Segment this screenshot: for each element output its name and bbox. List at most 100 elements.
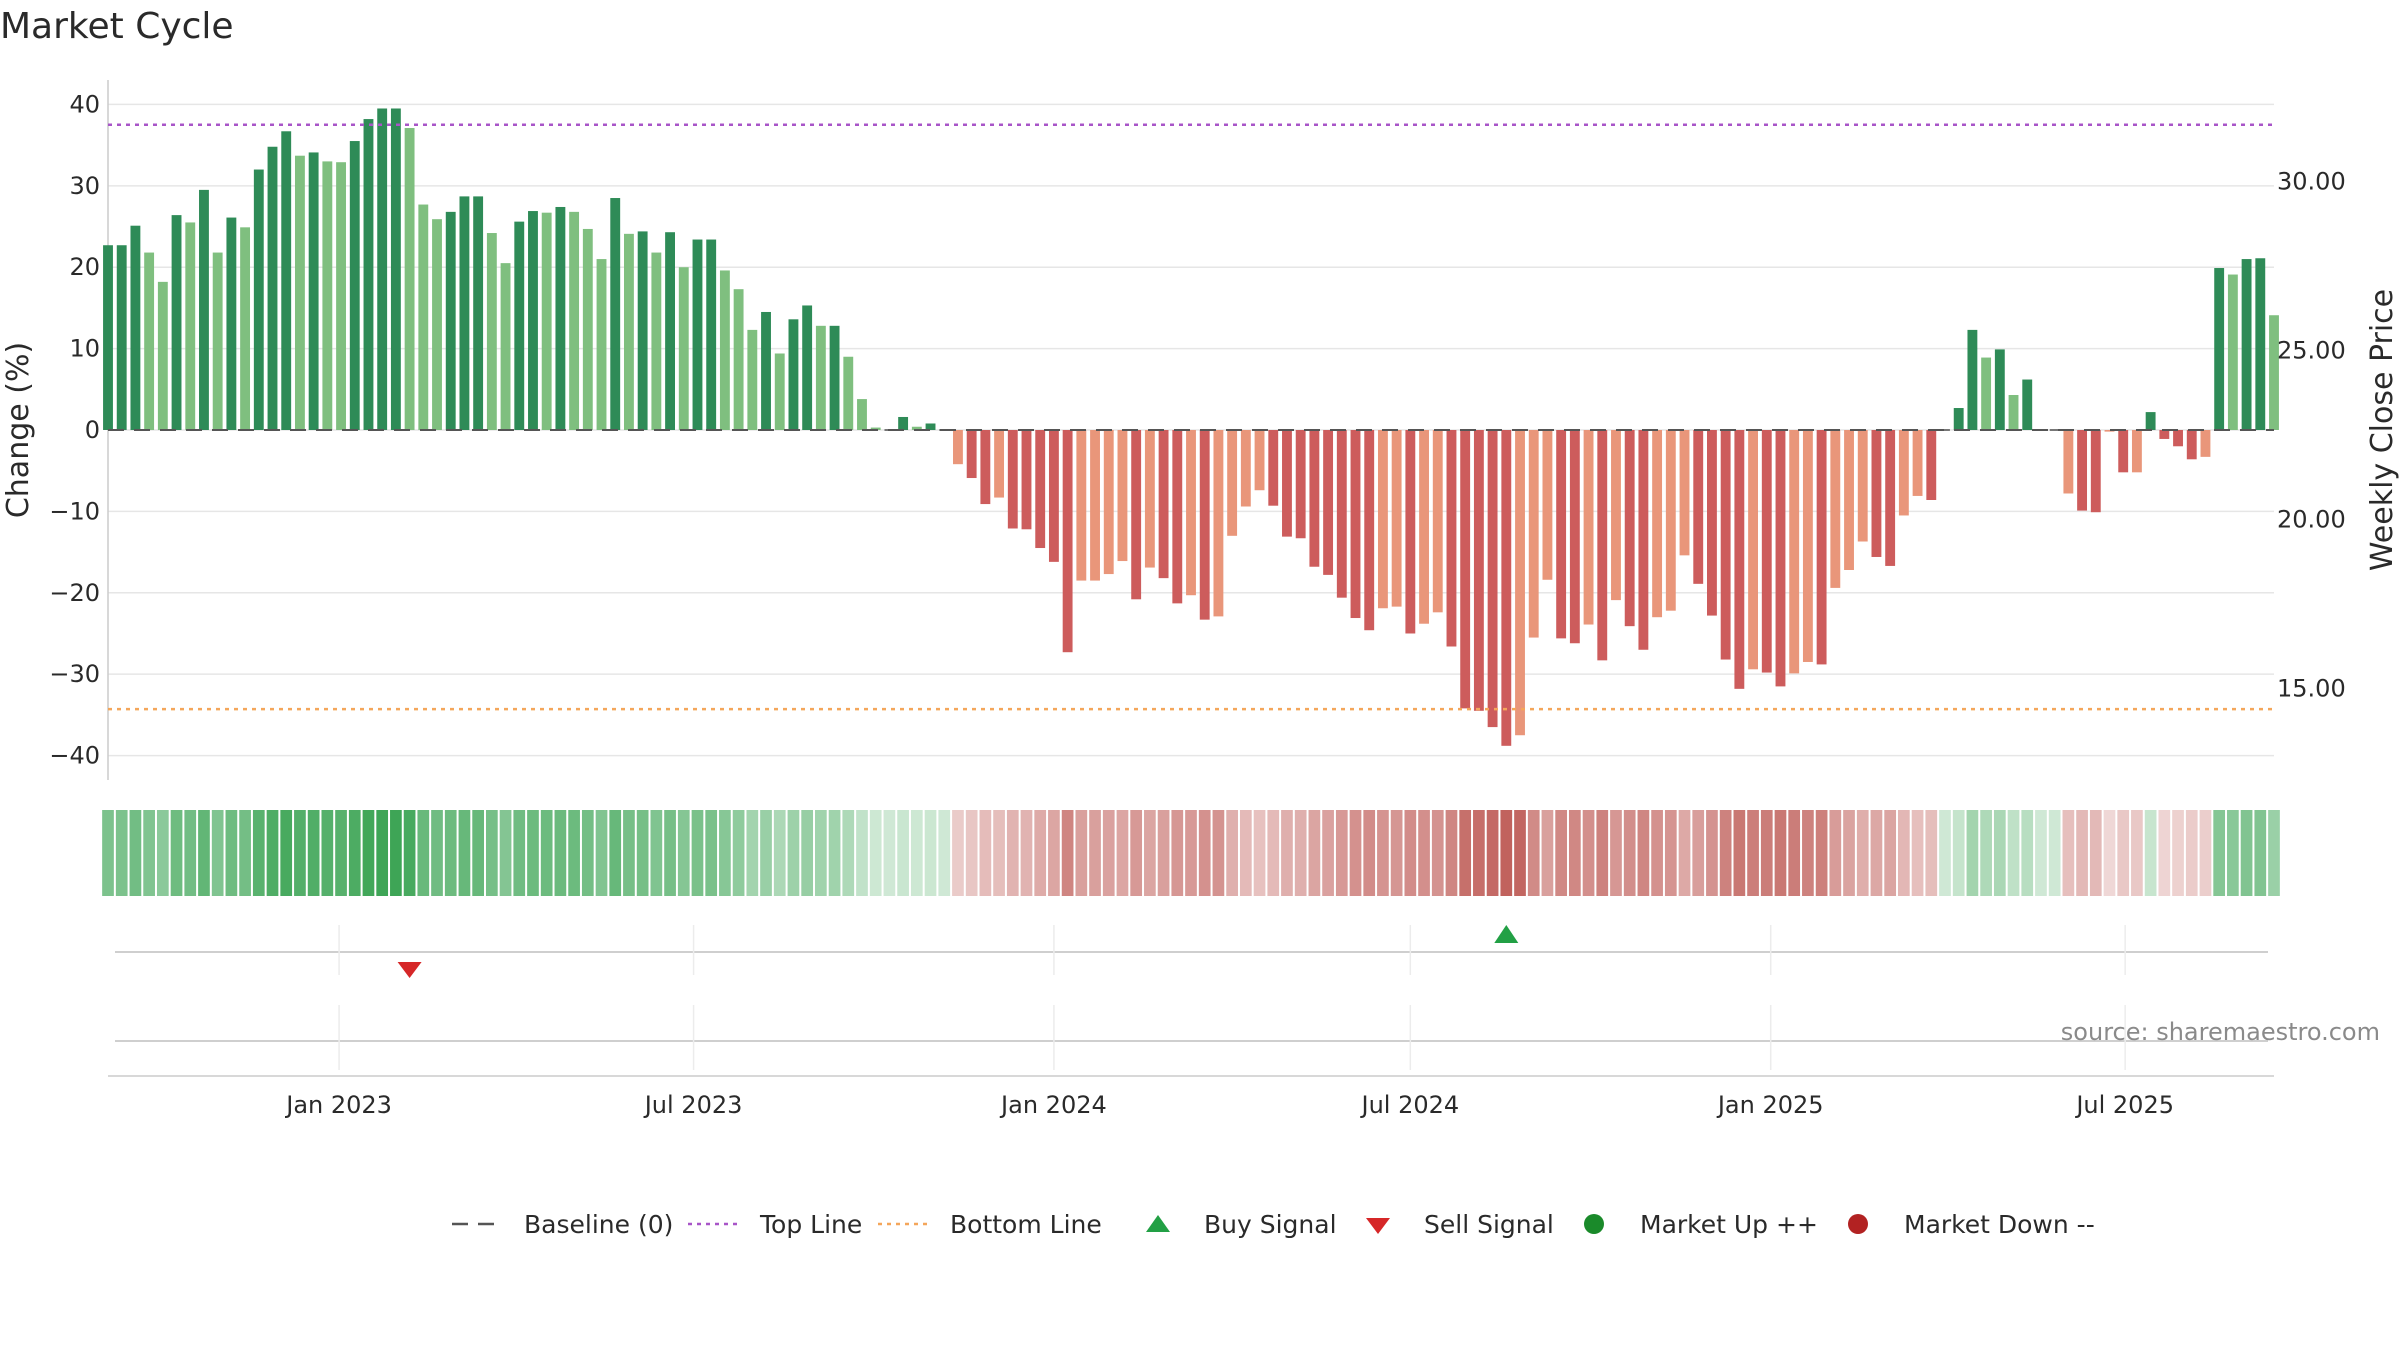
heat-cell (1185, 810, 1197, 896)
bar (2269, 315, 2279, 430)
bar (1419, 430, 1429, 624)
bar (2145, 412, 2156, 430)
bar (2255, 258, 2266, 430)
heat-cell (2158, 810, 2171, 896)
heat-cell (924, 810, 937, 896)
x-tick-label: Jul 2025 (2074, 1091, 2174, 1119)
bar (1857, 430, 1868, 542)
heat-cell (760, 810, 772, 896)
heat-cell (1651, 810, 1663, 896)
bar (665, 232, 675, 430)
bar (2022, 379, 2033, 430)
heat-cell (1774, 810, 1787, 896)
y2-tick-label: 15.00 (2277, 675, 2346, 703)
bar (418, 204, 429, 430)
heat-cell (1760, 810, 1773, 896)
bar (486, 233, 497, 430)
bar (1117, 430, 1128, 562)
heat-cell (2213, 810, 2226, 896)
heat-cell (815, 810, 827, 896)
heat-cell (1404, 810, 1417, 896)
bar (130, 225, 141, 430)
bar (473, 196, 484, 430)
heat-cell (540, 810, 553, 896)
heat-cell (869, 810, 882, 896)
heat-cell (1788, 810, 1801, 896)
heat-cell (554, 810, 567, 896)
bar (1597, 430, 1608, 661)
y-tick-label: −30 (49, 660, 100, 688)
heat-cell (2185, 810, 2198, 896)
bar (144, 252, 155, 430)
bar (788, 319, 799, 430)
heat-cell (1349, 810, 1362, 896)
heat-cell (211, 810, 224, 896)
heat-cell (321, 810, 334, 896)
bar (651, 252, 662, 430)
bar (1323, 430, 1334, 575)
heat-cell (1308, 810, 1321, 896)
bar (2063, 430, 2074, 494)
bar (157, 281, 168, 430)
bar (1405, 430, 1416, 634)
heat-cell (1473, 810, 1485, 896)
triangle-down-icon (1366, 1218, 1390, 1234)
bar (2186, 430, 2197, 460)
heat-cell (581, 810, 594, 896)
heat-cell (1856, 810, 1869, 896)
heat-cell (1692, 810, 1705, 896)
legend-item: Baseline (0) (452, 1210, 673, 1239)
bar (2131, 430, 2142, 473)
heat-cell (705, 810, 718, 896)
heat-cell (1034, 810, 1047, 896)
cycle-heat-strip (102, 810, 2280, 896)
heat-cell (2172, 810, 2184, 896)
bar (898, 416, 909, 430)
heat-cell (1596, 810, 1609, 896)
heat-cell (1500, 810, 1513, 896)
bar (1542, 430, 1553, 580)
bar (185, 222, 196, 430)
bar (1844, 430, 1854, 570)
bar (1035, 430, 1046, 549)
bar (1898, 430, 1909, 516)
bar (1460, 430, 1471, 709)
heat-cell (431, 810, 443, 896)
heat-cell (1075, 810, 1088, 896)
heat-cell (362, 810, 375, 896)
bar (459, 196, 470, 430)
bar (171, 215, 182, 430)
heat-cell (2062, 810, 2075, 896)
heat-cell (2076, 810, 2088, 896)
bar (445, 211, 456, 430)
legend: Baseline (0) Top Line Bottom Line Buy Signa… (452, 1210, 2095, 1239)
bar (1953, 408, 1964, 430)
bar (1871, 430, 1882, 557)
bar (2200, 430, 2211, 457)
heat-cell (1925, 810, 1938, 896)
heat-cell (1664, 810, 1677, 896)
heat-cell (979, 810, 992, 896)
heat-cell (1048, 810, 1060, 896)
bar (692, 239, 703, 430)
bar (2227, 274, 2238, 430)
heat-cell (993, 810, 1005, 896)
y-tick-label: −40 (49, 742, 100, 770)
bar (925, 423, 936, 430)
heat-cell (1171, 810, 1184, 896)
chart-title: Market Cycle (0, 6, 234, 47)
bar (1131, 430, 1142, 600)
heat-cell (965, 810, 978, 896)
x-axis-ticks: Jan 2023 Jul 2023 Jan 2024 Jul 2024 Jan 2025… (284, 925, 2174, 1119)
bar (2241, 259, 2252, 430)
legend-item: Market Up ++ (1584, 1210, 1818, 1239)
heat-cell (1377, 810, 1389, 896)
bar (1693, 430, 1704, 584)
heat-cell (170, 810, 183, 896)
bar (1282, 430, 1292, 537)
y-axis-ticks: 40 30 20 10 0 −10 −20 −30 −40 (49, 90, 100, 769)
heat-cell (883, 810, 896, 896)
heat-cell (568, 810, 580, 896)
bar (1240, 430, 1251, 507)
heat-cell (623, 810, 635, 896)
